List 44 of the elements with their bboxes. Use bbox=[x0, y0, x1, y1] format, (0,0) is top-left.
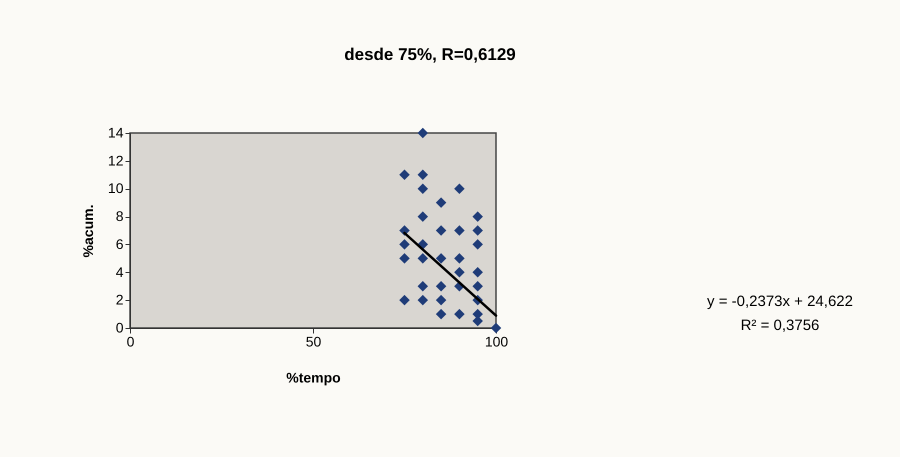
point bbox=[418, 183, 428, 194]
point bbox=[472, 267, 483, 278]
point bbox=[454, 225, 465, 236]
x-tick-label: 0 bbox=[126, 334, 135, 350]
point bbox=[436, 253, 446, 264]
point bbox=[399, 253, 410, 264]
y-tick-label: 6 bbox=[116, 236, 124, 252]
point bbox=[454, 183, 465, 194]
y-tick-label: 10 bbox=[108, 180, 124, 196]
x-tick-label: 50 bbox=[306, 334, 322, 350]
text: y = -0,2373x + 24,622 bbox=[707, 293, 853, 310]
point bbox=[436, 308, 446, 320]
y-tick-label: 4 bbox=[116, 264, 124, 280]
y-tick-label: 14 bbox=[108, 124, 124, 140]
y-tick-label: 8 bbox=[116, 208, 124, 224]
point bbox=[436, 225, 446, 236]
point bbox=[418, 294, 428, 306]
point bbox=[472, 211, 483, 222]
point bbox=[454, 253, 465, 264]
y-tick-label: 0 bbox=[116, 320, 124, 336]
point bbox=[436, 197, 446, 208]
x-axis-title: %tempo bbox=[286, 370, 341, 386]
point bbox=[472, 280, 483, 292]
point bbox=[418, 170, 428, 180]
point bbox=[418, 253, 428, 264]
point bbox=[418, 211, 428, 222]
point bbox=[418, 128, 428, 138]
point bbox=[399, 170, 410, 180]
chart-title: desde 75%, R=0,6129 bbox=[344, 45, 516, 64]
y-tick-label: 2 bbox=[116, 292, 124, 308]
point bbox=[436, 280, 446, 292]
point bbox=[454, 267, 465, 278]
point bbox=[472, 239, 483, 250]
point bbox=[436, 294, 446, 306]
point bbox=[399, 239, 410, 250]
point bbox=[418, 280, 428, 292]
y-tick-label: 12 bbox=[108, 152, 124, 168]
point bbox=[490, 322, 502, 334]
y-axis-title: %acum. bbox=[80, 204, 96, 258]
point bbox=[454, 308, 465, 320]
point bbox=[472, 225, 483, 236]
point bbox=[399, 294, 410, 306]
text: R² = 0,3756 bbox=[740, 317, 820, 334]
x-tick-label: 100 bbox=[484, 334, 508, 350]
